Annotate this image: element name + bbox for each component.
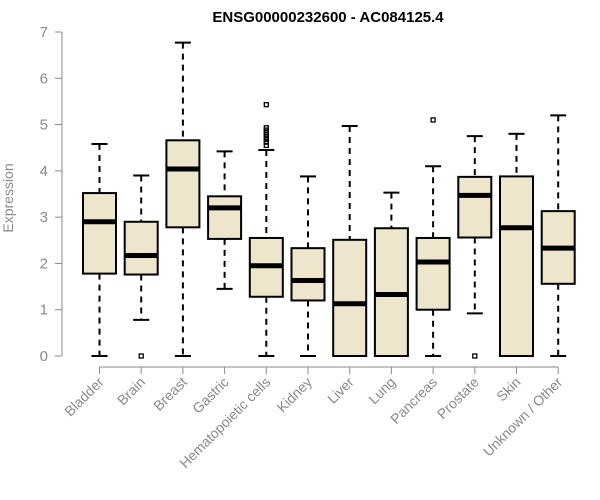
- box-group: [499, 132, 534, 357]
- x-tick-label: Kidney: [274, 374, 316, 416]
- chart-title: ENSG00000232600 - AC084125.4: [212, 9, 444, 26]
- box-group: [540, 114, 576, 357]
- x-tick-label: Brain: [114, 374, 148, 408]
- iqr-box: [290, 247, 326, 302]
- y-axis-label: Expression: [0, 163, 16, 232]
- y-axis: 0 1 2 3 4 5 6 7: [40, 24, 63, 365]
- y-tick-label: 4: [40, 163, 48, 180]
- iqr-box: [499, 175, 534, 357]
- x-tick-label: Prostate: [434, 374, 482, 422]
- x-tick-label: Unknown / Other: [480, 374, 566, 460]
- outlier-point: [263, 142, 269, 149]
- box-group: [165, 41, 201, 357]
- y-tick-label: 6: [40, 70, 48, 87]
- box-group: [332, 124, 368, 357]
- box-group: [82, 143, 117, 357]
- iqr-box: [415, 236, 451, 311]
- box-series: [82, 41, 576, 359]
- box-group: [207, 150, 243, 290]
- box-group: [290, 175, 326, 357]
- outlier-point: [472, 353, 478, 359]
- x-tick-label: Skin: [493, 374, 524, 405]
- box-group: [123, 174, 159, 359]
- y-tick-label: 7: [40, 24, 48, 41]
- iqr-box: [165, 139, 201, 229]
- outlier-point: [263, 139, 269, 145]
- box-group: [248, 102, 284, 357]
- box-group: [415, 117, 451, 357]
- iqr-box: [82, 192, 117, 275]
- box-group: [373, 191, 409, 358]
- y-tick-label: 1: [40, 302, 48, 319]
- y-tick-label: 0: [40, 348, 48, 365]
- x-tick-label: Lung: [365, 374, 398, 407]
- box-group: [457, 135, 493, 359]
- outlier-point: [263, 125, 269, 131]
- outlier-point: [263, 102, 269, 108]
- iqr-box: [457, 175, 493, 239]
- y-tick-label: 5: [40, 117, 48, 134]
- x-tick-label: Liver: [324, 374, 357, 407]
- iqr-box: [123, 220, 159, 276]
- x-tick-label: Bladder: [61, 374, 107, 420]
- iqr-box: [332, 238, 368, 357]
- y-tick-label: 2: [40, 255, 48, 272]
- x-tick-label: Breast: [150, 374, 190, 414]
- iqr-box: [207, 195, 243, 240]
- outlier-point: [138, 353, 144, 359]
- y-tick-label: 3: [40, 209, 48, 226]
- outlier-point: [430, 117, 436, 123]
